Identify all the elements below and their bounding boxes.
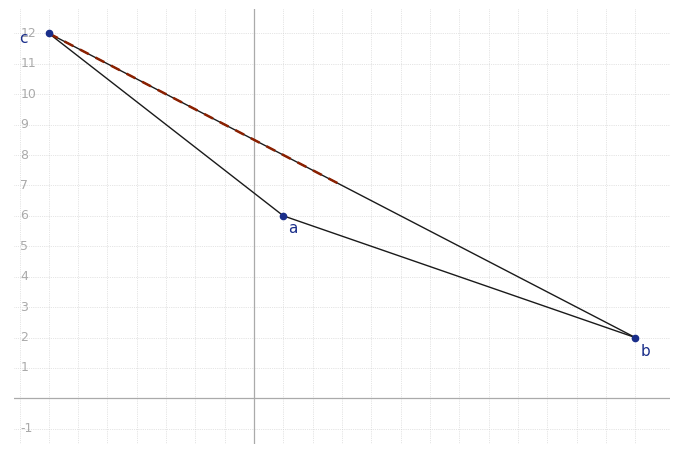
Text: -1: -1	[21, 422, 33, 435]
Text: b: b	[641, 344, 650, 359]
Text: 10: 10	[21, 88, 36, 101]
Text: a: a	[288, 221, 297, 236]
Text: 12: 12	[21, 27, 36, 40]
Text: 8: 8	[21, 149, 28, 162]
Text: 6: 6	[21, 209, 28, 222]
Text: 5: 5	[21, 240, 28, 253]
Text: 7: 7	[21, 179, 28, 192]
Text: 11: 11	[21, 57, 36, 70]
Text: 1: 1	[21, 361, 28, 375]
Text: 4: 4	[21, 270, 28, 283]
Text: c: c	[20, 30, 28, 45]
Text: 2: 2	[21, 331, 28, 344]
Text: 3: 3	[21, 301, 28, 313]
Text: 9: 9	[21, 118, 28, 131]
